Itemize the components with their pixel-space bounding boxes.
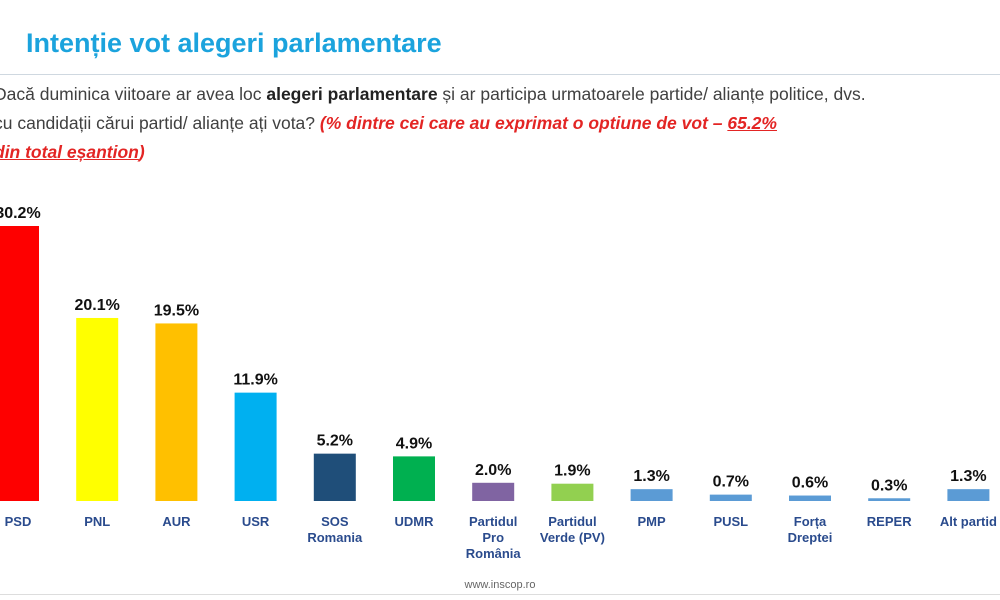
category-label-partidul-verde-pv: Partidul Verde (PV) bbox=[540, 514, 605, 545]
survey-question: Dacă duminica viitoare ar avea loc alege… bbox=[0, 80, 994, 167]
bar-sos-romania bbox=[313, 453, 356, 501]
value-label-usr: 11.9% bbox=[233, 372, 277, 389]
category-label-aur: AUR bbox=[162, 514, 191, 529]
bar-for-a-dreptei bbox=[789, 495, 831, 501]
question-text-part3: cu candidații cărui partid/ alianțe ați … bbox=[0, 113, 320, 133]
category-label-pusl: PUSL bbox=[713, 514, 748, 529]
bar-usr bbox=[234, 392, 277, 501]
value-label-alt-partid: 1.3% bbox=[950, 468, 986, 485]
category-label-pnl: PNL bbox=[84, 514, 110, 529]
category-label-udmr: UDMR bbox=[395, 514, 435, 529]
category-label-pmp: PMP bbox=[638, 514, 667, 529]
question-note-sample-share: 65.2% bbox=[727, 113, 777, 133]
value-label-udmr: 4.9% bbox=[396, 435, 432, 452]
category-label-for-a-dreptei: Forța Dreptei bbox=[788, 514, 833, 545]
value-label-psd: 30.2% bbox=[0, 205, 41, 222]
value-label-aur: 19.5% bbox=[154, 302, 199, 319]
value-label-partidul-pro-rom-nia: 2.0% bbox=[475, 462, 511, 479]
question-note-end: ) bbox=[138, 142, 145, 162]
category-label-usr: USR bbox=[242, 514, 270, 529]
category-label-reper: REPER bbox=[867, 514, 912, 529]
bar-partidul-verde-pv bbox=[551, 483, 594, 501]
bar-psd bbox=[0, 226, 39, 501]
value-label-sos-romania: 5.2% bbox=[317, 433, 353, 450]
value-label-for-a-dreptei: 0.6% bbox=[792, 475, 828, 492]
bar-pusl bbox=[709, 494, 752, 501]
bar-aur bbox=[155, 323, 198, 501]
value-label-pusl: 0.7% bbox=[713, 474, 749, 491]
category-label-partidul-pro-rom-nia: Partidul Pro România bbox=[466, 514, 522, 561]
source-url: www.inscop.ro bbox=[464, 579, 536, 591]
page-title: Intenție vot alegeri parlamentare bbox=[26, 28, 442, 58]
category-label-psd: PSD bbox=[5, 514, 32, 529]
bar-partidul-pro-rom-nia bbox=[472, 482, 515, 501]
question-text-part2: și ar participa urmatoarele partide/ ali… bbox=[437, 84, 866, 104]
question-text-part1: Dacă duminica viitoare ar avea loc bbox=[0, 84, 267, 104]
bar-pmp bbox=[630, 489, 673, 501]
category-label-sos-romania: SOS Romania bbox=[307, 514, 363, 545]
bar-udmr bbox=[393, 456, 435, 501]
value-label-pmp: 1.3% bbox=[633, 468, 669, 485]
value-label-partidul-verde-pv: 1.9% bbox=[554, 463, 590, 480]
bar-pnl bbox=[76, 317, 119, 501]
bar-alt-partid bbox=[947, 489, 990, 501]
bar-reper bbox=[868, 498, 911, 501]
footer-divider bbox=[0, 594, 1000, 595]
category-label-alt-partid: Alt partid bbox=[940, 514, 997, 529]
value-label-reper: 0.3% bbox=[871, 477, 907, 494]
title-divider bbox=[0, 74, 1000, 75]
value-label-pnl: 20.1% bbox=[75, 297, 120, 314]
question-note-total-sample: din total eșantion bbox=[0, 142, 139, 162]
question-note-red: (% dintre cei care au exprimat o optiune… bbox=[319, 113, 728, 133]
question-text-bold: alegeri parlamentare bbox=[266, 84, 438, 104]
